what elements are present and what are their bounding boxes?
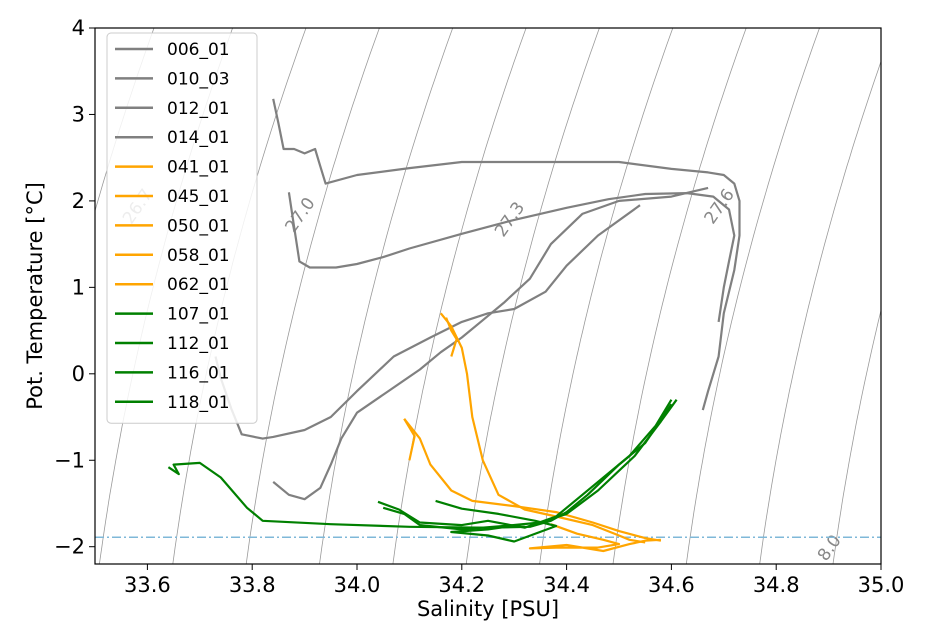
series-lines (167, 98, 741, 553)
series-line-062_01 (528, 523, 661, 553)
x-tick-label-34.4: 34.4 (543, 573, 590, 597)
legend-label-112_01: 112_01 (167, 334, 230, 354)
x-tick-label-35.0: 35.0 (858, 573, 905, 597)
isopycnal-line-3 (245, 28, 380, 564)
legend-label-045_01: 045_01 (167, 187, 230, 207)
y-tick-label-0: 0 (72, 362, 85, 386)
legend-label-010_03: 010_03 (167, 69, 230, 89)
series-line-014_01 (272, 186, 709, 501)
legend-label-014_01: 014_01 (167, 128, 230, 148)
y-tick-label-2: 2 (72, 189, 85, 213)
series-line-112_01 (377, 399, 673, 529)
series-line-116_01 (435, 499, 558, 543)
series-line-006_01 (272, 98, 741, 411)
x-tick-label-33.6: 33.6 (124, 573, 171, 597)
isopycnal-line-5 (392, 28, 527, 564)
isopycnal-line-10 (759, 60, 881, 564)
y-tick-label-−1: −1 (54, 448, 85, 472)
series-line-045_01 (439, 312, 646, 544)
legend-label-012_01: 012_01 (167, 99, 230, 119)
y-ticks: −2 −1 0 1 2 3 4 (54, 16, 95, 559)
legend-label-107_01: 107_01 (167, 305, 230, 325)
x-tick-label-34.0: 34.0 (334, 573, 381, 597)
x-tick-label-34.2: 34.2 (438, 573, 485, 597)
legend-label-050_01: 050_01 (167, 216, 230, 236)
isopycnal-line-11 (832, 308, 881, 564)
legend-box (106, 32, 258, 424)
x-tick-label-34.6: 34.6 (648, 573, 695, 597)
legend-label-062_01: 062_01 (167, 275, 230, 295)
isopycnal-line-7 (539, 28, 674, 564)
x-tick-label-34.8: 34.8 (753, 573, 800, 597)
legend-label-058_01: 058_01 (167, 246, 230, 266)
isopycnal-line-6 (465, 28, 600, 564)
isopycnal-line-4 (319, 28, 454, 564)
isopycnal-line-8 (612, 28, 747, 564)
series-line-107_01 (167, 403, 673, 529)
y-axis-label: Pot. Temperature [°C] (23, 182, 47, 410)
legend: 006_01 010_03 012_01 014_01 041_01 045_01 050_… (106, 32, 258, 424)
y-tick-label-4: 4 (72, 16, 85, 40)
series-line-118_01 (382, 399, 678, 531)
series-line-058_01 (403, 418, 662, 542)
y-tick-label-3: 3 (72, 102, 85, 126)
series-line-012_01 (214, 204, 641, 440)
x-ticks: 33.6 33.8 34.0 34.2 34.4 34.6 34.8 35.0 (124, 564, 904, 597)
y-tick-label-−2: −2 (54, 535, 85, 559)
plot-frame (94, 27, 882, 565)
isopycnal-line-9 (685, 28, 820, 564)
x-tick-label-33.8: 33.8 (229, 573, 276, 597)
legend-label-116_01: 116_01 (167, 363, 230, 383)
legend-label-006_01: 006_01 (167, 40, 230, 60)
series-line-050_01 (445, 317, 458, 357)
legend-label-041_01: 041_01 (167, 158, 230, 178)
y-tick-label-1: 1 (72, 275, 85, 299)
x-axis-label: Salinity [PSU] (417, 597, 559, 621)
series-line-010_03 (287, 192, 736, 323)
legend-label-118_01: 118_01 (167, 393, 230, 413)
